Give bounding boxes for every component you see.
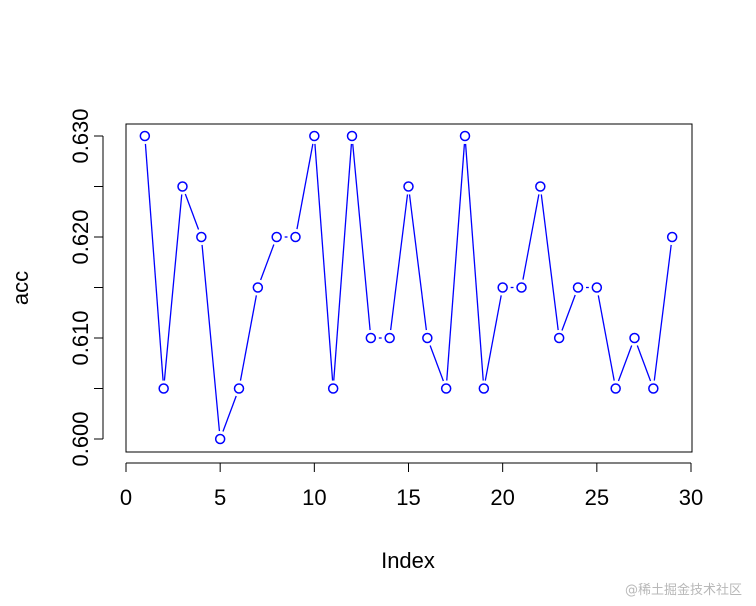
- line-segment: [540, 194, 559, 331]
- data-point: [271, 231, 282, 243]
- data-point: [440, 383, 452, 394]
- line-segment: [296, 143, 314, 230]
- data-point: [346, 130, 358, 142]
- line-segment: [314, 143, 334, 381]
- line-segment: [653, 244, 672, 381]
- line-segment: [429, 345, 444, 382]
- line-segment: [163, 194, 183, 381]
- line-segment: [617, 345, 633, 382]
- y-axis-label: acc: [8, 271, 33, 305]
- data-point: [478, 383, 490, 394]
- line-segment: [239, 295, 258, 381]
- x-axis: 0 5 10 15 20 25 30: [120, 462, 703, 510]
- data-point: [309, 130, 320, 142]
- data-point: [629, 332, 640, 344]
- line-segment: [484, 295, 502, 381]
- data-point: [516, 282, 527, 293]
- data-point: [459, 130, 471, 142]
- data-point: [422, 332, 433, 344]
- data-point: [591, 282, 603, 293]
- data-point: [610, 383, 621, 394]
- line-segment: [390, 194, 409, 331]
- data-point: [553, 332, 565, 344]
- line-segment: [144, 143, 164, 381]
- x-tick-label: 5: [214, 485, 226, 510]
- data-point: [384, 332, 395, 344]
- y-axis: 0.600 0.610 0.620 0.630: [68, 108, 104, 467]
- line-segment: [201, 244, 221, 432]
- data-point: [139, 130, 151, 142]
- y-tick-label: 0.610: [68, 310, 93, 365]
- x-tick-label: 10: [302, 485, 326, 510]
- line-segment: [561, 294, 576, 331]
- line-segment: [184, 193, 200, 230]
- data-point: [177, 181, 188, 192]
- data-point: [403, 181, 414, 192]
- x-tick-label: 25: [585, 485, 609, 510]
- data-point: [666, 231, 678, 243]
- x-tick-label: 20: [490, 485, 514, 510]
- data-point: [252, 282, 264, 293]
- series-line: [144, 143, 672, 432]
- line-segment: [222, 395, 237, 432]
- data-point: [648, 383, 659, 394]
- data-point: [327, 383, 339, 394]
- y-tick-label: 0.600: [68, 411, 93, 466]
- line-segment: [522, 194, 540, 280]
- data-point: [158, 383, 169, 394]
- data-point: [233, 383, 245, 394]
- data-points: [139, 130, 678, 445]
- data-point: [535, 181, 546, 192]
- x-tick-label: 30: [679, 485, 703, 510]
- line-segment: [464, 143, 484, 381]
- line-segment: [260, 244, 275, 281]
- data-point: [196, 231, 207, 243]
- x-tick-label: 15: [396, 485, 420, 510]
- data-point: [572, 282, 584, 293]
- data-point: [214, 433, 226, 445]
- x-tick-label: 0: [120, 485, 132, 510]
- line-segment: [636, 345, 652, 382]
- data-point: [290, 231, 301, 243]
- y-tick-label: 0.620: [68, 209, 93, 264]
- y-tick-label: 0.630: [68, 108, 93, 163]
- plot-box: [125, 123, 693, 453]
- data-point: [497, 282, 508, 293]
- watermark-text: @稀土掘金技术社区: [624, 583, 742, 598]
- line-segment: [408, 194, 427, 331]
- line-segment: [333, 143, 353, 381]
- data-point: [365, 332, 377, 344]
- line-segment: [597, 295, 615, 381]
- x-axis-label: Index: [381, 548, 435, 573]
- line-segment: [446, 143, 466, 381]
- line-segment: [352, 143, 371, 331]
